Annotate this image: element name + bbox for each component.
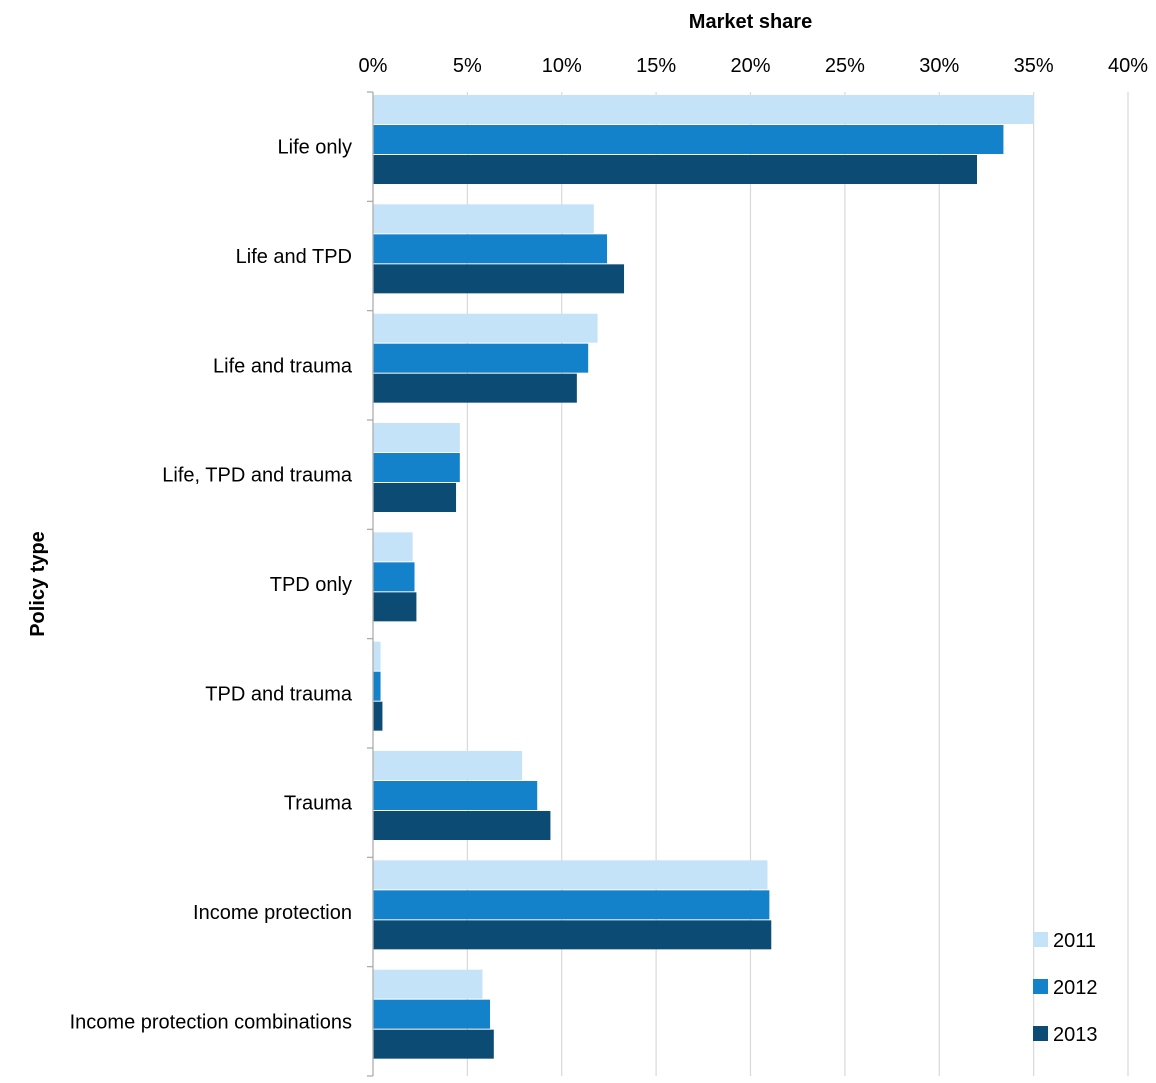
bar xyxy=(373,999,491,1029)
bar xyxy=(373,204,594,234)
legend-label: 2011 xyxy=(1053,930,1096,952)
bar xyxy=(373,920,772,950)
legend-swatch xyxy=(1033,932,1048,947)
bar xyxy=(373,373,577,403)
category-label: Life and TPD xyxy=(236,246,352,268)
bar xyxy=(373,811,551,840)
bar xyxy=(373,125,1004,154)
bar xyxy=(373,264,625,294)
x-tick-label: 10% xyxy=(542,55,582,77)
bar xyxy=(373,155,978,184)
legend-swatch xyxy=(1033,1026,1048,1041)
x-tick-label: 35% xyxy=(1014,55,1054,77)
y-axis-title: Policy type xyxy=(27,531,49,637)
bar xyxy=(373,671,381,701)
x-tick-label: 30% xyxy=(919,55,959,77)
bar xyxy=(373,641,381,671)
x-tick-label: 0% xyxy=(359,55,388,77)
category-label: TPD only xyxy=(270,574,352,596)
category-label: TPD and trauma xyxy=(205,683,353,705)
legend-label: 2012 xyxy=(1053,977,1098,999)
legend: 2011 2012 2013 xyxy=(1033,930,1098,1046)
category-label: Life, TPD and trauma xyxy=(162,465,353,487)
bar xyxy=(373,343,589,373)
x-tick-label: 40% xyxy=(1108,55,1148,77)
category-label: Income protection xyxy=(193,902,352,924)
x-tick-label: 5% xyxy=(453,55,482,77)
x-tick-label: 25% xyxy=(825,55,865,77)
bar xyxy=(373,423,460,452)
category-label: Life and trauma xyxy=(213,355,353,377)
bar xyxy=(373,751,523,780)
legend-swatch xyxy=(1033,979,1048,994)
bar xyxy=(373,483,457,512)
bar xyxy=(373,313,598,343)
bar xyxy=(373,701,383,731)
x-axis-title: Market share xyxy=(689,11,812,33)
bar xyxy=(373,890,770,920)
category-label: Income protection combinations xyxy=(70,1011,352,1033)
category-labels: Life only Life and TPD Life and trauma Life… xyxy=(70,137,353,1034)
bar xyxy=(373,781,538,810)
category-label: Life only xyxy=(278,137,353,159)
bars xyxy=(373,95,1034,1059)
legend-label: 2013 xyxy=(1053,1024,1098,1046)
bar xyxy=(373,592,417,622)
axes xyxy=(367,91,374,1077)
bar xyxy=(373,1029,494,1059)
bar xyxy=(373,95,1034,124)
bar xyxy=(373,562,415,592)
bar xyxy=(373,532,413,562)
category-label: Trauma xyxy=(284,793,353,815)
bar xyxy=(373,969,483,999)
x-tick-label: 15% xyxy=(636,55,676,77)
bar xyxy=(373,860,768,890)
x-tick-labels: 0% 5% 10% 15% 20% 25% 30% 35% 40% xyxy=(359,55,1149,77)
bar xyxy=(373,234,608,264)
bar xyxy=(373,453,460,482)
x-tick-label: 20% xyxy=(730,55,770,77)
